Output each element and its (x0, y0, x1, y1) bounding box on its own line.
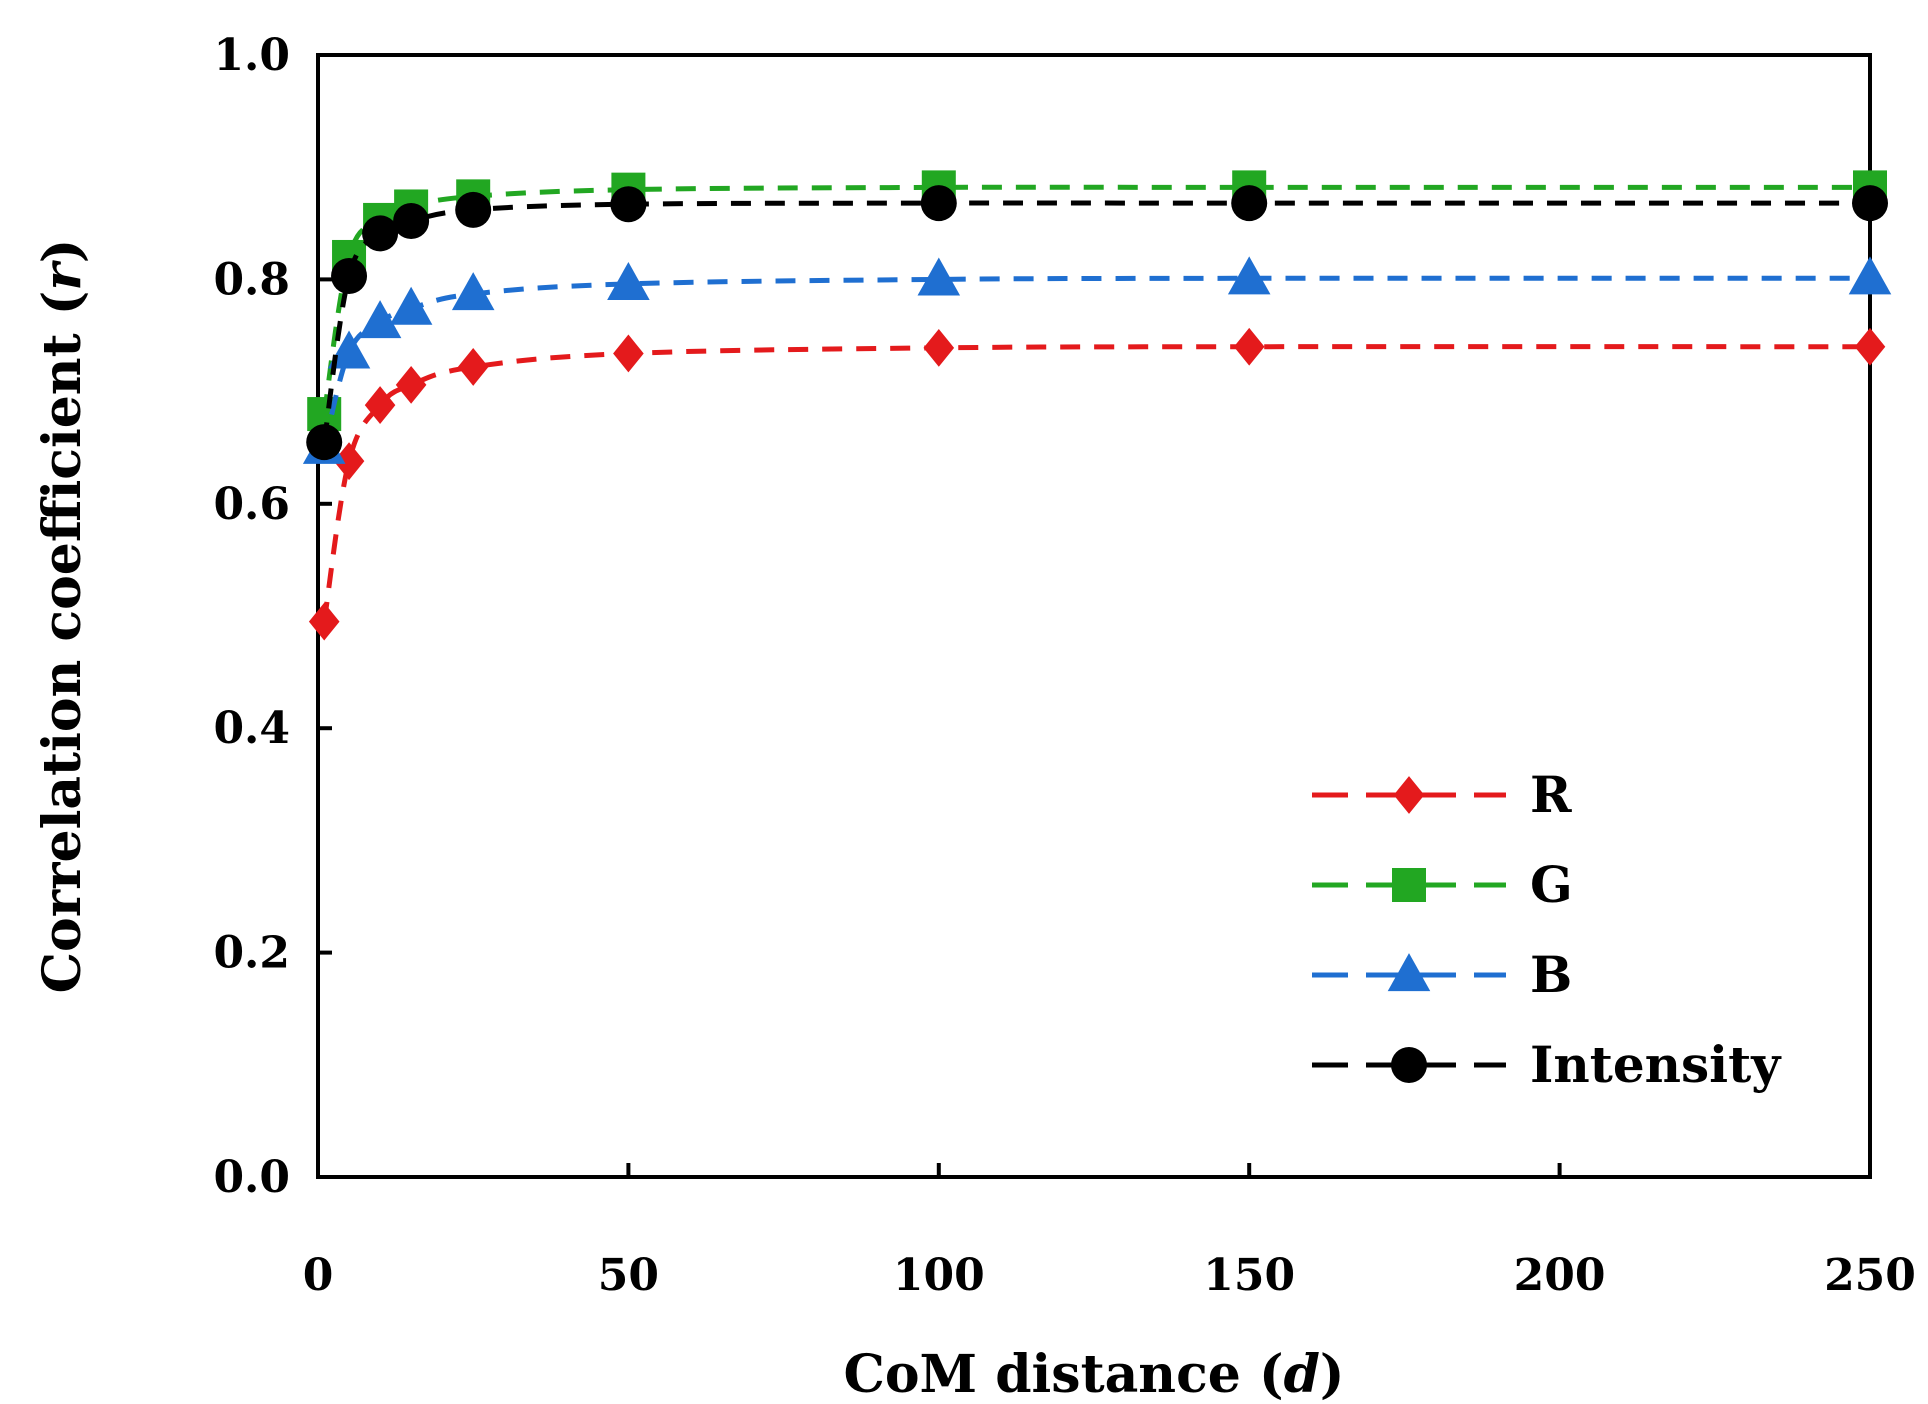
data-point (1848, 256, 1892, 295)
data-point (358, 300, 402, 339)
x-axis-title-variable: d (1284, 1344, 1320, 1404)
data-point (364, 386, 396, 424)
data-point (389, 286, 433, 325)
x-tick-label: 200 (1514, 1250, 1606, 1301)
data-point (306, 424, 343, 461)
series-line-intensity (321, 200, 1870, 443)
data-point (451, 272, 495, 311)
y-tick-label: 0.6 (213, 479, 290, 530)
legend: RGB Intensity (1312, 765, 1782, 1094)
y-axis-title-close: ) (32, 239, 93, 264)
x-axis-title-text: CoM distance ( (843, 1344, 1283, 1404)
legend-item-b: B (1312, 945, 1572, 1004)
data-point (610, 186, 647, 223)
data-point (920, 185, 957, 222)
data-point (1227, 256, 1271, 295)
x-tick-label: 150 (1203, 1250, 1295, 1301)
series-line-r (321, 344, 1871, 622)
data-point (457, 348, 489, 386)
y-tick-label: 0.8 (213, 254, 290, 305)
legend-marker (1393, 776, 1425, 814)
data-point (613, 334, 644, 373)
series-layer (302, 170, 1892, 641)
y-axis-title-variable: r (32, 260, 93, 291)
data-point (393, 203, 430, 240)
x-axis-title-close: ) (1320, 1344, 1345, 1404)
y-tick-label: 0.4 (213, 703, 290, 754)
data-point (1233, 327, 1265, 366)
series-g (307, 170, 1887, 432)
x-axis-title: CoM distance (d) (843, 1344, 1344, 1404)
series-line-g (321, 184, 1870, 415)
plot-area (316, 53, 1872, 1179)
legend-label: Intensity (1530, 1035, 1782, 1094)
y-tick-label: 0.2 (213, 928, 290, 979)
series-line-b (321, 275, 1871, 449)
data-point (362, 215, 399, 252)
legend-marker (1391, 1047, 1427, 1083)
data-point (333, 442, 365, 481)
y-tick-label: 0.0 (213, 1152, 290, 1203)
data-point (308, 602, 340, 641)
legend-item-r: R (1312, 765, 1572, 824)
axis-ticks: 0 50 100 150 200 250 0.0 0.2 0.4 0.6 0.8 1.0 (213, 30, 1915, 1301)
legend-marker (1392, 868, 1426, 902)
legend-item-intensity: Intensity (1312, 1035, 1782, 1094)
y-axis-title: Correlation coefficient (r) (32, 239, 93, 994)
data-point (331, 258, 368, 295)
data-point (607, 262, 650, 301)
legend-label: B (1530, 945, 1572, 1004)
x-tick-label: 100 (893, 1250, 985, 1301)
legend-label: G (1530, 855, 1573, 914)
data-point (455, 191, 492, 228)
series-b (302, 256, 1892, 464)
x-tick-label: 50 (598, 1250, 659, 1301)
data-point (923, 328, 955, 367)
data-point (917, 257, 961, 296)
legend-marker (1387, 953, 1431, 992)
y-axis-title-text: Correlation coefficient ( (32, 291, 93, 994)
series-r (308, 327, 1886, 641)
x-tick-label: 250 (1824, 1250, 1916, 1301)
data-point (1231, 185, 1268, 222)
y-tick-label: 1.0 (213, 30, 290, 81)
x-tick-label: 0 (303, 1250, 334, 1301)
data-point (1852, 185, 1888, 222)
data-point (1854, 327, 1886, 366)
legend-label: R (1530, 765, 1572, 824)
legend-item-g: G (1312, 855, 1573, 914)
series-intensity (306, 185, 1888, 461)
data-point (395, 365, 427, 404)
data-point (327, 330, 371, 369)
